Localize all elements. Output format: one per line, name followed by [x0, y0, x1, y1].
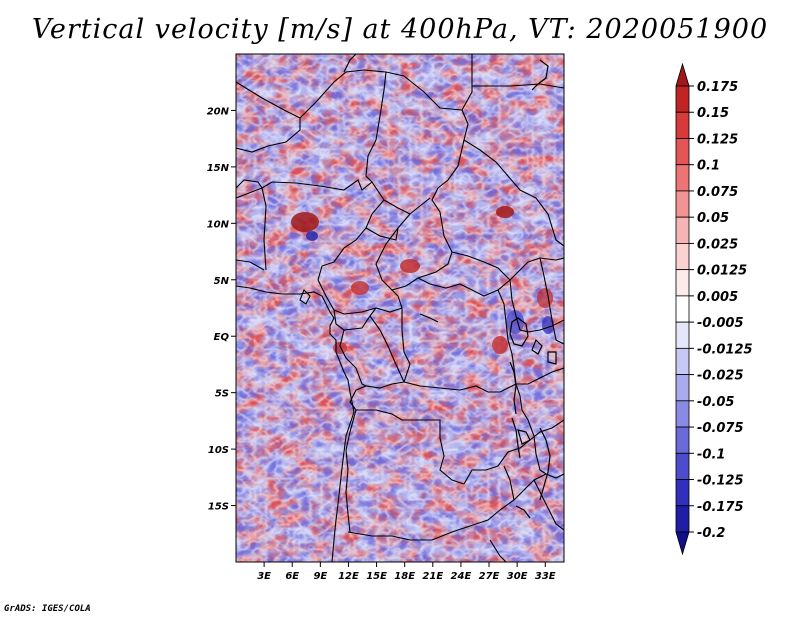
colorbar-label: 0.1: [697, 159, 720, 174]
colorbar-swatch: [675, 269, 690, 297]
colorbar-label: -0.05: [697, 395, 734, 410]
colorbar-labels: 0.175 0.15 0.125 0.1 0.075 0.05 0.025 0.0125 0.0…: [697, 80, 753, 541]
updraft-cell-nigeria: [291, 212, 319, 232]
colorbar-swatch: [675, 531, 690, 556]
colorbar-swatch: [675, 111, 690, 139]
colorbar-swatch: [675, 400, 690, 428]
colorbar-label: 0.075: [697, 185, 738, 200]
colorbar-label: -0.175: [697, 500, 744, 515]
colorbar-swatch: [675, 479, 690, 507]
colorbar-swatch: [675, 243, 690, 271]
colorbar-swatch: [675, 452, 690, 480]
lat-tick-label: 10S: [208, 445, 229, 456]
lon-tick-label: 21E: [422, 571, 443, 582]
colorbar-label: -0.0125: [697, 342, 753, 357]
colorbar-label: 0.005: [697, 290, 738, 305]
lon-tick-label: 27E: [479, 571, 500, 582]
updraft-cell-cameroon: [351, 281, 369, 295]
colorbar-swatches: [675, 62, 690, 556]
lon-tick-label: 3E: [257, 571, 271, 582]
lon-tick-label: 30E: [507, 571, 528, 582]
lon-tick-label: 6E: [285, 571, 299, 582]
updraft-cell-car: [400, 259, 420, 273]
colorbar-label: -0.025: [697, 369, 744, 384]
lat-tick-label: EQ: [214, 332, 230, 343]
lakes: [419, 59, 557, 519]
colorbar-label: -0.005: [697, 316, 744, 331]
longitude-axis: 3E 6E 9E 12E 15E 18E 21E 24E 27E 30E 33E: [257, 562, 556, 582]
lat-tick-label: 10N: [207, 219, 230, 230]
coastline: [236, 285, 355, 562]
lat-tick-label: 5N: [214, 276, 230, 287]
colorbar-swatch: [675, 295, 690, 323]
grads-credit: GrADS: IGES/COLA: [4, 604, 91, 614]
mixed-cell-lakes-red: [492, 336, 508, 354]
colorbar-swatch: [675, 62, 690, 87]
colorbar-swatch: [675, 216, 690, 244]
lat-tick-label: 5S: [215, 389, 229, 400]
lon-tick-label: 18E: [394, 571, 415, 582]
latitude-axis: 20N 15N 10N 5N EQ 5S 10S 15S: [207, 106, 236, 513]
colorbar-swatch: [675, 505, 690, 533]
colorbar-swatch: [675, 321, 690, 349]
colorbar-swatch: [675, 85, 690, 113]
colorbar-label: 0.0125: [697, 264, 747, 279]
updraft-cell-sudan: [496, 206, 514, 218]
lon-tick-label: 24E: [451, 571, 472, 582]
lon-tick-label: 9E: [313, 571, 327, 582]
colorbar-swatch: [675, 138, 690, 166]
colorbar-label: -0.075: [697, 421, 744, 436]
mixed-cell-east-blue: [542, 316, 554, 334]
colorbar-label: -0.125: [697, 474, 744, 489]
colorbar-label: -0.1: [697, 447, 725, 462]
country-borders: [236, 54, 564, 562]
colorbar-label: 0.125: [697, 132, 738, 147]
map-frame: [235, 53, 565, 563]
colorbar-label: 0.025: [697, 237, 738, 252]
lat-tick-label: 20N: [207, 106, 230, 117]
lon-tick-label: 33E: [535, 571, 556, 582]
lat-tick-label: 15N: [207, 163, 230, 174]
colorbar-label: 0.05: [697, 211, 729, 226]
colorbar-swatch: [675, 347, 690, 375]
colorbar-swatch: [675, 374, 690, 402]
lon-tick-label: 12E: [338, 571, 359, 582]
colorbar-swatch: [675, 426, 690, 454]
colorbar-swatch: [675, 164, 690, 192]
lat-tick-label: 15S: [208, 502, 229, 513]
colorbar-label: 0.175: [697, 80, 738, 95]
chart-title: Vertical velocity [m/s] at 400hPa, VT: 2…: [31, 14, 769, 45]
downdraft-cell-nigeria: [306, 231, 318, 241]
lon-tick-label: 15E: [366, 571, 387, 582]
colorbar-label: 0.15: [697, 106, 729, 121]
colorbar-swatch: [675, 190, 690, 218]
colorbar-ticks: [689, 85, 694, 533]
colorbar-label: -0.2: [697, 526, 725, 541]
